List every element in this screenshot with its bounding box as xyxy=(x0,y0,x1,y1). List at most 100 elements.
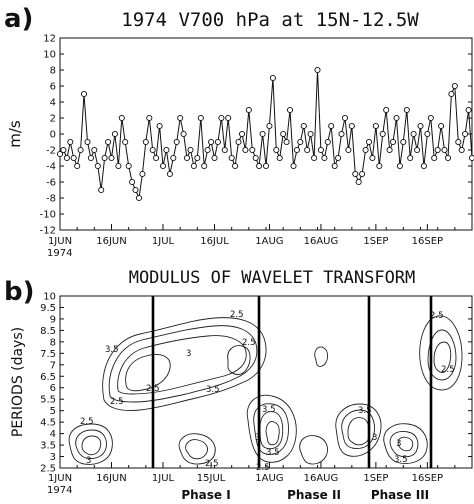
series-point xyxy=(414,146,421,154)
panel-a-y-axis: 12 10 8 6 4 2 0 -2 -4 -6 -8 -10 -12 xyxy=(40,34,472,237)
series-point xyxy=(84,138,91,146)
series-point xyxy=(383,106,390,114)
series-point xyxy=(67,138,74,146)
contour-lower-left-a xyxy=(68,423,113,465)
panel-a-ytick-label: 6 xyxy=(50,82,56,93)
series-point xyxy=(187,146,194,154)
series-point xyxy=(269,74,276,82)
panel-a-series xyxy=(56,66,474,202)
contour-lower-left-c xyxy=(81,435,102,456)
series-point xyxy=(314,66,321,74)
series-point xyxy=(300,122,307,130)
panel-b-ytick-label: 2.5 xyxy=(40,464,56,475)
series-point xyxy=(197,114,204,122)
panel-b-ytick-label: 3 xyxy=(50,452,56,463)
series-point xyxy=(228,154,235,162)
panel-a-ytick-label: -8 xyxy=(46,194,56,205)
series-point xyxy=(465,106,472,114)
series-point xyxy=(386,146,393,154)
series-point xyxy=(118,114,125,122)
contour-sep-f xyxy=(397,436,414,452)
panel-a-xtick-label: 1JUN xyxy=(48,236,72,247)
series-point xyxy=(262,162,270,170)
series-point xyxy=(451,82,458,90)
panel-b-plot-frame xyxy=(59,295,473,469)
series-point xyxy=(177,114,184,122)
series-point xyxy=(434,146,441,154)
series-point xyxy=(139,170,146,178)
series-point xyxy=(80,90,88,98)
series-point xyxy=(376,162,383,170)
panel-b-y-label: PERIODS (days) xyxy=(10,327,26,437)
series-point xyxy=(335,154,342,162)
panel-a-year-label: 1974 xyxy=(47,248,72,259)
contour-lower-left-b xyxy=(75,429,107,459)
phase-label-3: Phase III xyxy=(371,488,429,502)
series-point xyxy=(365,138,373,146)
panel-b-title: MODULUS OF WAVELET TRANSFORM xyxy=(129,268,416,288)
panel-b-ytick-label: 10 xyxy=(43,292,56,303)
series-point xyxy=(249,146,256,154)
series-point xyxy=(149,146,156,154)
panel-a-ytick-label: -6 xyxy=(46,178,56,189)
panel-b-ytick-label: 6.5 xyxy=(40,372,56,383)
series-point xyxy=(441,146,448,154)
contour-level-label: 2.5 xyxy=(242,338,256,348)
series-point xyxy=(74,162,81,170)
series-point xyxy=(297,138,304,146)
series-point xyxy=(393,114,400,122)
panel-b-ytick-label: 8 xyxy=(50,337,56,348)
contour-upper-blob-inner xyxy=(117,335,247,395)
series-point xyxy=(276,154,283,162)
contour-aug-e xyxy=(299,435,328,465)
contour-level-label: 2.5 xyxy=(441,365,455,375)
series-point xyxy=(170,154,177,162)
contour-level-label: 2.5 xyxy=(80,417,94,427)
panel-b-ytick-label: 4.5 xyxy=(40,418,56,429)
series-point xyxy=(221,146,228,154)
panel-a-ytick-label: -10 xyxy=(40,210,56,221)
series-point xyxy=(56,150,64,158)
series-point xyxy=(369,154,376,162)
contour-level-label: 2.5 xyxy=(205,459,219,469)
series-point xyxy=(400,138,407,146)
series-point xyxy=(180,130,187,138)
contour-level-label: 2.5 xyxy=(146,384,160,394)
panel-b-ytick-label: 9 xyxy=(50,314,56,325)
series-point xyxy=(256,162,263,170)
panel-b-contours xyxy=(68,315,463,465)
contour-level-label: 3.5 xyxy=(394,455,408,465)
series-point xyxy=(70,154,77,162)
series-point xyxy=(468,154,474,162)
series-point xyxy=(238,130,246,138)
series-point xyxy=(173,138,180,146)
series-point xyxy=(458,146,465,154)
series-point xyxy=(146,114,153,122)
series-point xyxy=(190,162,197,170)
panel-b-ytick-label: 7.5 xyxy=(40,349,56,360)
panel-a-xtick-label: 16JUN xyxy=(96,236,126,247)
panel-a-ytick-label: 8 xyxy=(50,66,56,77)
contour-upper-core-b xyxy=(227,345,251,375)
series-point xyxy=(431,154,438,162)
series-point xyxy=(417,122,424,130)
phase-label-2: Phase II xyxy=(287,488,341,502)
series-point xyxy=(462,130,469,138)
contour-level-label: 3 xyxy=(372,433,377,443)
series-point xyxy=(142,138,149,146)
series-point xyxy=(311,154,318,162)
series-point xyxy=(438,122,445,130)
panel-a-ytick-label: 12 xyxy=(43,34,56,45)
series-point xyxy=(403,106,410,114)
panel-b-letter: b) xyxy=(4,277,35,307)
series-point xyxy=(259,130,266,138)
panel-b-xtick-label: 1JUN xyxy=(48,473,72,484)
panel-b-xtick-label: 1AUG xyxy=(255,473,283,484)
panel-b-xtick-label: 16JUN xyxy=(96,473,126,484)
series-point xyxy=(101,154,108,162)
series-point xyxy=(424,130,431,138)
panel-a-ytick-label: 4 xyxy=(50,98,56,109)
series-point xyxy=(91,146,98,154)
series-point xyxy=(163,146,170,154)
panel-a-xtick-label: 16AUG xyxy=(304,236,339,247)
